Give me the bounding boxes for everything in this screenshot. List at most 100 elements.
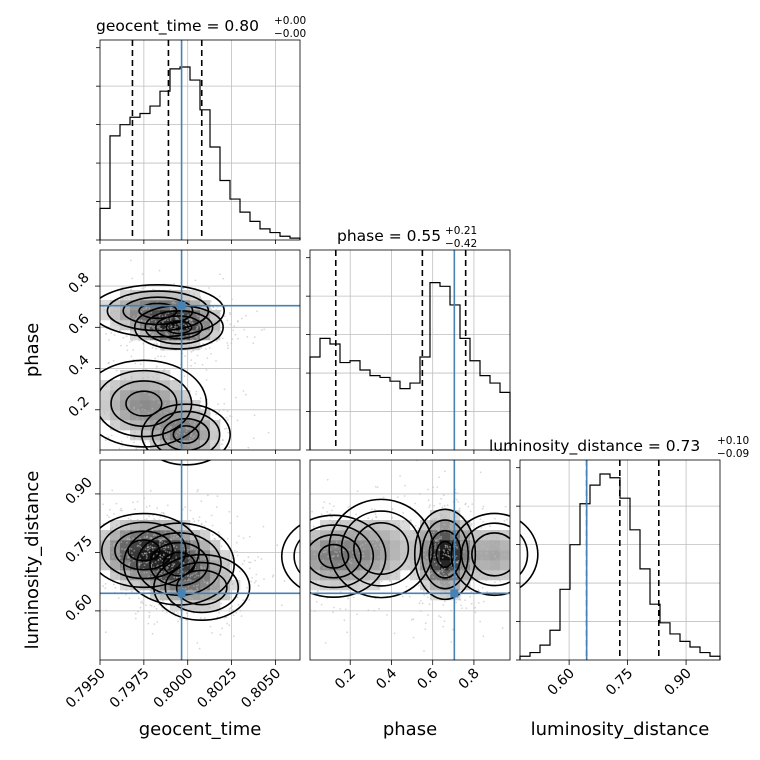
sample-point — [326, 478, 329, 481]
sample-point — [225, 598, 227, 601]
sample-point — [199, 397, 202, 400]
sample-point — [391, 536, 394, 538]
density-cell — [130, 310, 141, 321]
density-cell — [100, 410, 111, 421]
sample-point — [202, 342, 205, 345]
density-cell — [160, 370, 171, 381]
title-main: phase = 0.55 — [337, 227, 441, 245]
sample-point — [176, 331, 179, 333]
sample-point — [164, 402, 167, 405]
sample-point — [234, 396, 237, 399]
sample-point — [115, 316, 118, 319]
sample-point — [130, 527, 133, 530]
sample-point — [174, 392, 177, 394]
sample-point — [410, 542, 412, 545]
sample-point — [215, 308, 218, 311]
sample-point — [416, 577, 419, 580]
sample-point — [175, 556, 178, 558]
sample-point — [198, 324, 201, 327]
sample-point — [236, 515, 239, 518]
sample-point — [165, 604, 168, 607]
sample-point — [188, 340, 191, 343]
sample-point — [161, 609, 164, 612]
sample-point — [373, 575, 375, 578]
sample-point — [120, 567, 123, 570]
sample-point — [439, 569, 442, 572]
density-cell — [200, 580, 211, 591]
density-cell — [480, 560, 491, 571]
sample-point — [130, 295, 133, 298]
sample-point — [236, 554, 239, 557]
sample-point — [130, 377, 133, 379]
sample-point — [165, 436, 168, 438]
sample-point — [474, 606, 476, 609]
density-cell — [160, 320, 171, 331]
sample-point — [116, 324, 119, 327]
sample-point — [198, 540, 201, 543]
sample-point — [143, 536, 146, 539]
sample-point — [146, 293, 149, 296]
density-cell — [450, 570, 461, 581]
sample-point — [506, 530, 509, 533]
density-cell — [110, 310, 121, 321]
sample-point — [140, 404, 143, 407]
sample-point — [506, 559, 508, 562]
sample-point — [372, 526, 374, 529]
sample-point — [455, 575, 458, 578]
density-cell — [440, 570, 451, 581]
sample-point — [195, 328, 198, 330]
density-cell — [430, 590, 441, 601]
sample-point — [182, 508, 184, 511]
sample-point — [196, 416, 199, 419]
density-cell — [410, 530, 421, 541]
density-cell — [110, 530, 121, 541]
sample-point — [215, 567, 218, 570]
x-tick-label: 0.4 — [373, 665, 400, 692]
sample-point — [425, 584, 427, 587]
sample-point — [428, 506, 430, 509]
density-cell — [470, 570, 481, 581]
sample-point — [223, 388, 226, 391]
sample-point — [107, 339, 110, 341]
sample-point — [156, 552, 158, 555]
sample-point — [143, 552, 146, 555]
density-cell — [100, 550, 111, 561]
sample-point — [131, 590, 134, 593]
sample-point — [205, 412, 208, 415]
sample-point — [315, 580, 318, 582]
sample-point — [150, 311, 153, 314]
sample-point — [219, 551, 222, 554]
sample-point — [151, 542, 154, 545]
sample-point — [196, 432, 198, 435]
sample-point — [160, 387, 162, 390]
sample-point — [113, 542, 116, 545]
sample-point — [111, 571, 114, 574]
density-cell — [320, 540, 331, 551]
sample-point — [130, 526, 133, 528]
sample-point — [161, 540, 164, 543]
density-cell — [160, 550, 171, 561]
sample-point — [409, 560, 411, 563]
sample-point — [408, 577, 411, 579]
sample-point — [134, 317, 137, 320]
sample-point — [334, 530, 336, 532]
sample-point — [155, 534, 157, 537]
sample-point — [188, 560, 191, 562]
x-tick-label: 0.90 — [662, 666, 695, 699]
density-cell — [170, 410, 181, 421]
sample-point — [196, 338, 199, 341]
sample-point — [196, 325, 198, 328]
sample-point — [494, 581, 496, 584]
sample-point — [100, 562, 103, 565]
sample-point — [460, 604, 462, 607]
sample-point — [194, 555, 197, 558]
sample-point — [380, 580, 383, 583]
sample-point — [479, 572, 482, 575]
sample-point — [104, 583, 107, 585]
density-cell — [440, 510, 451, 521]
sample-point — [157, 521, 160, 523]
sample-point — [456, 547, 459, 549]
sample-point — [189, 596, 192, 599]
sample-point — [419, 600, 422, 602]
sample-point — [441, 569, 444, 572]
